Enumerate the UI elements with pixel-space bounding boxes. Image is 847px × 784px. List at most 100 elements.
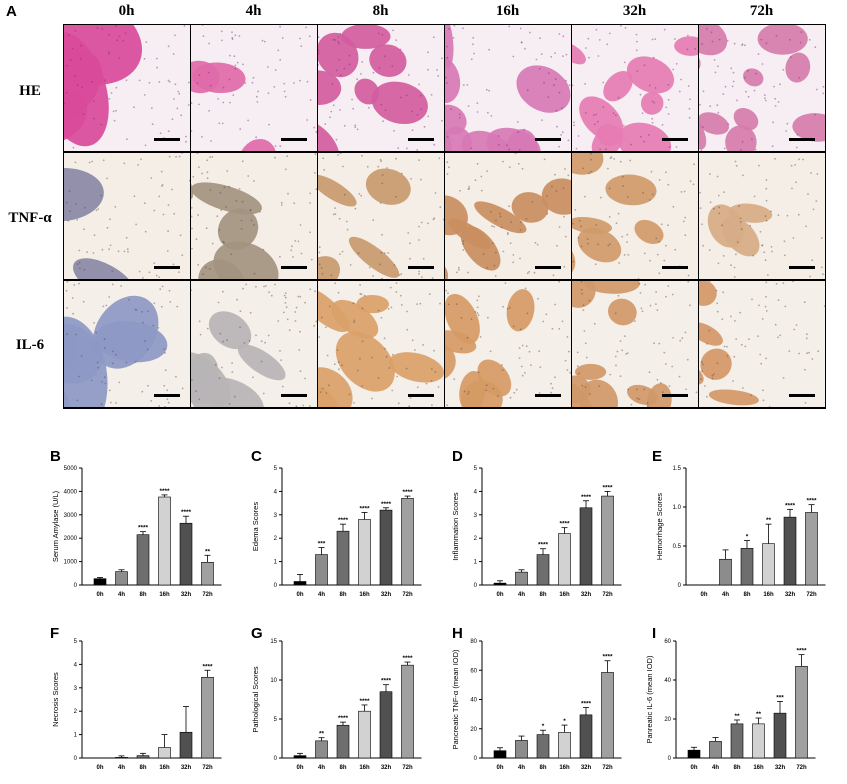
x-tick-label-h-4h: 4h: [518, 765, 525, 771]
significance-g-16h: ****: [359, 698, 370, 705]
bar-d-32h: [579, 507, 593, 586]
significance-e-72h: ****: [806, 498, 817, 505]
y-tick-label-b-3: 3000: [64, 513, 78, 519]
y-tick-label-g-1: 5: [274, 717, 278, 723]
scale-bar: [408, 266, 434, 269]
micrograph-2-2: [318, 281, 444, 407]
panel-c-label: C: [251, 448, 262, 465]
x-tick-label-d-0h: 0h: [496, 592, 503, 598]
y-tick-label-g-0: 0: [274, 756, 278, 762]
x-tick-label-c-0h: 0h: [296, 592, 303, 598]
micrograph-2-0: [64, 281, 190, 407]
col-label-8h: 8h: [372, 3, 389, 19]
y-tick-label-c-2: 2: [274, 536, 278, 542]
bar-g-16h: [358, 710, 371, 759]
y-axis-label-f: Necrosis Scores: [51, 672, 60, 727]
bar-h-4h: [515, 740, 528, 759]
col-label-32h: 32h: [622, 3, 647, 19]
scale-bar: [662, 138, 688, 141]
bar-f-4h: [115, 756, 128, 759]
x-tick-label-f-16h: 16h: [159, 765, 170, 771]
x-tick-label-h-32h: 32h: [581, 765, 592, 771]
significance-g-8h: ****: [338, 715, 349, 722]
bar-f-8h: [136, 755, 150, 759]
bar-b-72h: [201, 562, 214, 586]
bar-d-16h: [558, 533, 571, 586]
bar-i-8h: [730, 723, 744, 759]
y-tick-label-f-4: 4: [74, 662, 78, 668]
scale-bar: [408, 394, 434, 397]
significance-b-8h: ****: [138, 525, 149, 532]
bar-e-72h: [805, 512, 818, 586]
x-tick-label-c-4h: 4h: [318, 592, 325, 598]
panel-e-label: E: [652, 448, 662, 465]
bar-g-72h: [401, 664, 414, 759]
x-tick-label-f-72h: 72h: [202, 765, 213, 771]
bar-g-0h: [293, 755, 307, 759]
y-tick-label-f-1: 1: [74, 733, 78, 739]
y-axis-label-i: Panreatic IL-6 (mean IOD): [645, 655, 654, 743]
x-tick-label-e-32h: 32h: [785, 592, 796, 598]
bar-c-0h: [293, 581, 307, 586]
significance-g-72h: ****: [402, 655, 413, 662]
scale-bar: [154, 394, 180, 397]
y-axis-label-g: Pathological Scores: [251, 666, 260, 733]
col-label-0h: 0h: [118, 3, 135, 19]
x-tick-label-d-8h: 8h: [539, 592, 546, 598]
x-tick-label-b-8h: 8h: [139, 592, 146, 598]
row-label-il6: IL-6: [15, 337, 45, 353]
y-tick-label-h-1: 20: [470, 727, 477, 733]
x-tick-label-g-32h: 32h: [381, 765, 392, 771]
y-tick-label-c-3: 3: [274, 513, 278, 519]
x-tick-label-b-0h: 0h: [96, 592, 103, 598]
bar-c-16h: [358, 519, 371, 586]
bar-f-72h: [201, 676, 214, 759]
bar-i-16h: [752, 723, 765, 759]
panel-b-label: B: [50, 448, 61, 465]
micrograph-1-5: [699, 153, 825, 279]
bar-g-8h: [336, 724, 350, 759]
x-tick-label-c-16h: 16h: [359, 592, 370, 598]
x-tick-label-e-8h: 8h: [743, 592, 750, 598]
bar-c-8h: [336, 530, 350, 586]
y-tick-label-b-4: 4000: [64, 489, 78, 495]
y-tick-label-e-1: 0.5: [673, 544, 682, 550]
y-tick-label-c-0: 0: [274, 583, 278, 589]
bar-h-32h: [579, 714, 593, 759]
scale-bar: [154, 138, 180, 141]
micrograph-0-5: [699, 25, 825, 151]
y-tick-label-e-2: 1.0: [673, 505, 682, 511]
y-tick-label-b-2: 2000: [64, 536, 78, 542]
bar-i-4h: [709, 741, 722, 759]
x-tick-label-f-32h: 32h: [181, 765, 192, 771]
y-tick-label-g-2: 10: [270, 678, 277, 684]
x-tick-label-e-72h: 72h: [806, 592, 817, 598]
x-tick-label-f-0h: 0h: [96, 765, 103, 771]
y-tick-label-b-5: 5000: [64, 466, 78, 472]
y-tick-label-c-5: 5: [274, 466, 278, 472]
x-tick-label-d-16h: 16h: [559, 592, 570, 598]
significance-c-16h: ****: [359, 505, 370, 512]
col-label-72h: 72h: [749, 3, 774, 19]
x-tick-label-g-8h: 8h: [339, 765, 346, 771]
y-tick-label-b-0: 0: [74, 583, 78, 589]
significance-h-32h: ****: [581, 701, 592, 708]
y-axis-label-d: Inflammation Scores: [451, 492, 460, 561]
bar-f-16h: [158, 747, 171, 759]
y-tick-label-f-2: 2: [74, 709, 78, 715]
significance-i-16h: **: [756, 711, 762, 718]
x-tick-label-i-32h: 32h: [775, 765, 786, 771]
micrograph-0-4: [572, 25, 698, 151]
y-tick-label-d-3: 3: [474, 513, 478, 519]
x-tick-label-h-0h: 0h: [496, 765, 503, 771]
scale-bar: [154, 266, 180, 269]
bar-c-4h: [315, 554, 328, 586]
bar-h-16h: [558, 732, 571, 759]
x-tick-label-b-4h: 4h: [118, 592, 125, 598]
significance-d-16h: ****: [559, 521, 570, 528]
y-tick-label-d-5: 5: [474, 466, 478, 472]
bar-d-8h: [536, 554, 550, 586]
micrograph-2-1: [191, 281, 317, 407]
significance-d-8h: ****: [538, 542, 549, 549]
row-label-he: HE: [19, 83, 41, 99]
